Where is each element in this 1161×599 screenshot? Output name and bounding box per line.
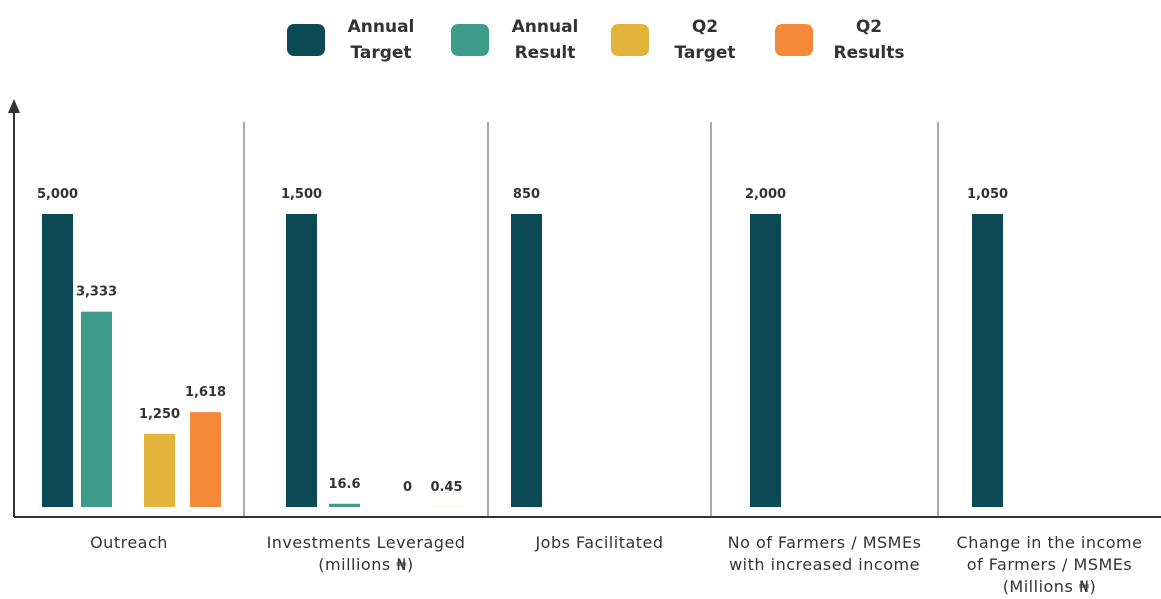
legend-swatch xyxy=(451,24,489,56)
data-label: 1,050 xyxy=(967,187,1008,202)
data-label: 0.45 xyxy=(430,480,462,495)
legend-swatch xyxy=(611,24,649,56)
x-tick-label: Outreach xyxy=(90,533,168,552)
data-label: 2,000 xyxy=(745,187,786,202)
data-label: 5,000 xyxy=(37,187,78,202)
data-label: 1,618 xyxy=(185,385,226,400)
bar xyxy=(972,214,1003,507)
data-label: 1,250 xyxy=(139,407,180,422)
bar xyxy=(329,503,360,507)
bar xyxy=(42,214,73,507)
bar xyxy=(750,214,781,507)
legend-item: Q2 Target xyxy=(611,14,745,66)
x-tick-label: No of Farmers / MSMEs with increased inc… xyxy=(727,533,922,574)
legend-label: Annual Target xyxy=(347,17,415,63)
x-tick-label: Jobs Facilitated xyxy=(535,533,664,552)
bar xyxy=(81,311,112,507)
axis-arrow xyxy=(8,99,20,113)
bar xyxy=(190,412,221,507)
x-tick-label: Investments Leveraged (millions ₦) xyxy=(266,533,466,574)
legend-label: Annual Result xyxy=(511,17,579,63)
legend-item: Annual Result xyxy=(451,14,585,66)
x-tick-label: Change in the income of Farmers / MSMEs … xyxy=(956,533,1143,596)
data-label: 16.6 xyxy=(328,477,360,492)
bar xyxy=(511,214,542,507)
data-label: 3,333 xyxy=(76,285,117,300)
legend-label: Q2 Results xyxy=(833,17,905,63)
data-label: 850 xyxy=(513,187,540,202)
legend-item: Annual Target xyxy=(287,14,421,66)
legend-swatch xyxy=(287,24,325,56)
legend-swatch xyxy=(775,24,813,56)
data-label: 1,500 xyxy=(281,187,322,202)
legend-item: Q2 Results xyxy=(775,14,909,66)
bar xyxy=(286,214,317,507)
data-label: 0 xyxy=(403,480,412,495)
legend-label: Q2 Target xyxy=(674,17,736,63)
bar xyxy=(144,433,175,507)
